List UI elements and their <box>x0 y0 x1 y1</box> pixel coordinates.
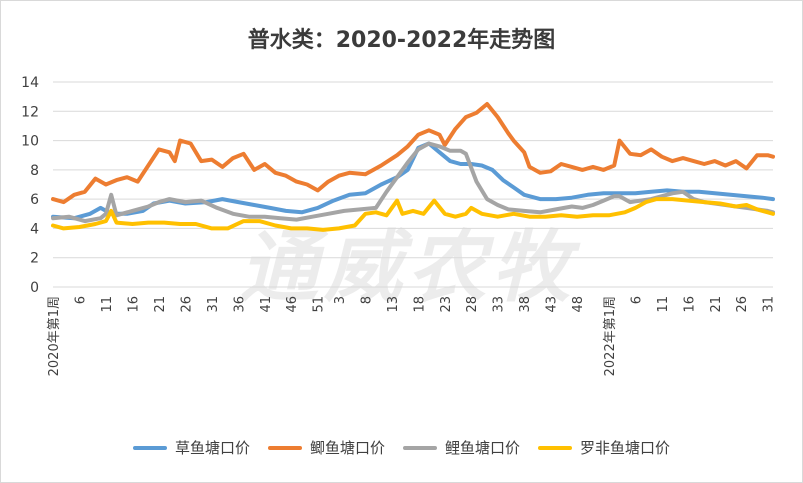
x-tick-label: 16 <box>682 296 697 313</box>
y-tick-label: 0 <box>30 280 39 296</box>
legend-label: 罗非鱼塘口价 <box>580 439 671 457</box>
x-tick-label: 3 <box>333 296 348 304</box>
y-tick-label: 2 <box>30 251 39 267</box>
x-tick-label: 26 <box>735 296 750 313</box>
x-tick-label: 18 <box>412 296 427 313</box>
x-tick-label: 6 <box>629 296 644 304</box>
legend-label: 草鱼塘口价 <box>174 439 250 457</box>
y-tick-label: 12 <box>21 104 39 120</box>
series-lines <box>51 102 775 232</box>
x-tick-label: 6 <box>73 296 88 304</box>
x-tick-label: 46 <box>285 296 300 313</box>
legend-swatch <box>403 445 437 450</box>
x-tick-label: 2022年第1周 <box>603 296 618 376</box>
legend-label: 鲤鱼塘口价 <box>445 439 521 457</box>
watermark: 通威农牧 <box>240 223 577 313</box>
y-axis-ticks: 0 2 4 6 8 10 12 14 <box>21 75 39 296</box>
y-tick-label: 10 <box>21 134 39 150</box>
legend-item: 罗非鱼塘口价 <box>538 437 670 458</box>
legend-swatch <box>538 445 573 450</box>
series-line-1 <box>51 102 775 205</box>
grid-layer <box>53 81 773 288</box>
x-tick-label: 38 <box>518 296 533 313</box>
x-tick-label: 31 <box>206 296 221 313</box>
x-tick-label: 48 <box>571 296 586 313</box>
x-tick-label: 28 <box>465 296 480 313</box>
series-line-2 <box>51 141 775 224</box>
x-tick-label: 2020年第1周 <box>47 296 62 376</box>
x-tick-label: 21 <box>709 296 724 313</box>
x-tick-label: 16 <box>126 296 141 313</box>
x-tick-label: 13 <box>386 296 401 313</box>
x-tick-label: 33 <box>492 296 507 313</box>
x-tick-label: 11 <box>100 296 115 313</box>
x-tick-label: 36 <box>232 296 247 313</box>
legend-item: 草鱼塘口价 <box>132 437 250 458</box>
chart-title: 普水类：2020-2022年走势图 <box>247 28 556 53</box>
x-tick-label: 51 <box>312 296 327 313</box>
legend-swatch <box>267 445 302 450</box>
x-tick-label: 26 <box>179 296 194 313</box>
legend-item: 鲫鱼塘口价 <box>267 437 385 458</box>
x-tick-label: 23 <box>439 296 454 313</box>
y-tick-label: 14 <box>21 75 39 91</box>
y-tick-label: 6 <box>30 192 39 208</box>
x-tick-label: 21 <box>153 296 168 313</box>
legend-swatch <box>132 445 167 450</box>
legend-label: 鲫鱼塘口价 <box>309 439 385 457</box>
x-tick-label: 8 <box>359 296 374 304</box>
y-tick-label: 4 <box>30 221 39 237</box>
x-tick-label: 41 <box>259 296 274 313</box>
series-line-3 <box>51 197 775 232</box>
legend: 草鱼塘口价 鲫鱼塘口价 鲤鱼塘口价 罗非鱼塘口价 <box>0 437 803 458</box>
x-tick-label: 11 <box>656 296 671 313</box>
x-tick-label: 43 <box>545 296 560 313</box>
y-tick-label: 8 <box>30 163 39 179</box>
x-tick-label: 31 <box>762 296 777 313</box>
x-axis-ticks: 2020年第1周 6 11 16 21 26 31 36 41 46 51 3 8 13 18 23 28 33 3… <box>47 296 777 376</box>
legend-item: 鲤鱼塘口价 <box>403 437 520 458</box>
